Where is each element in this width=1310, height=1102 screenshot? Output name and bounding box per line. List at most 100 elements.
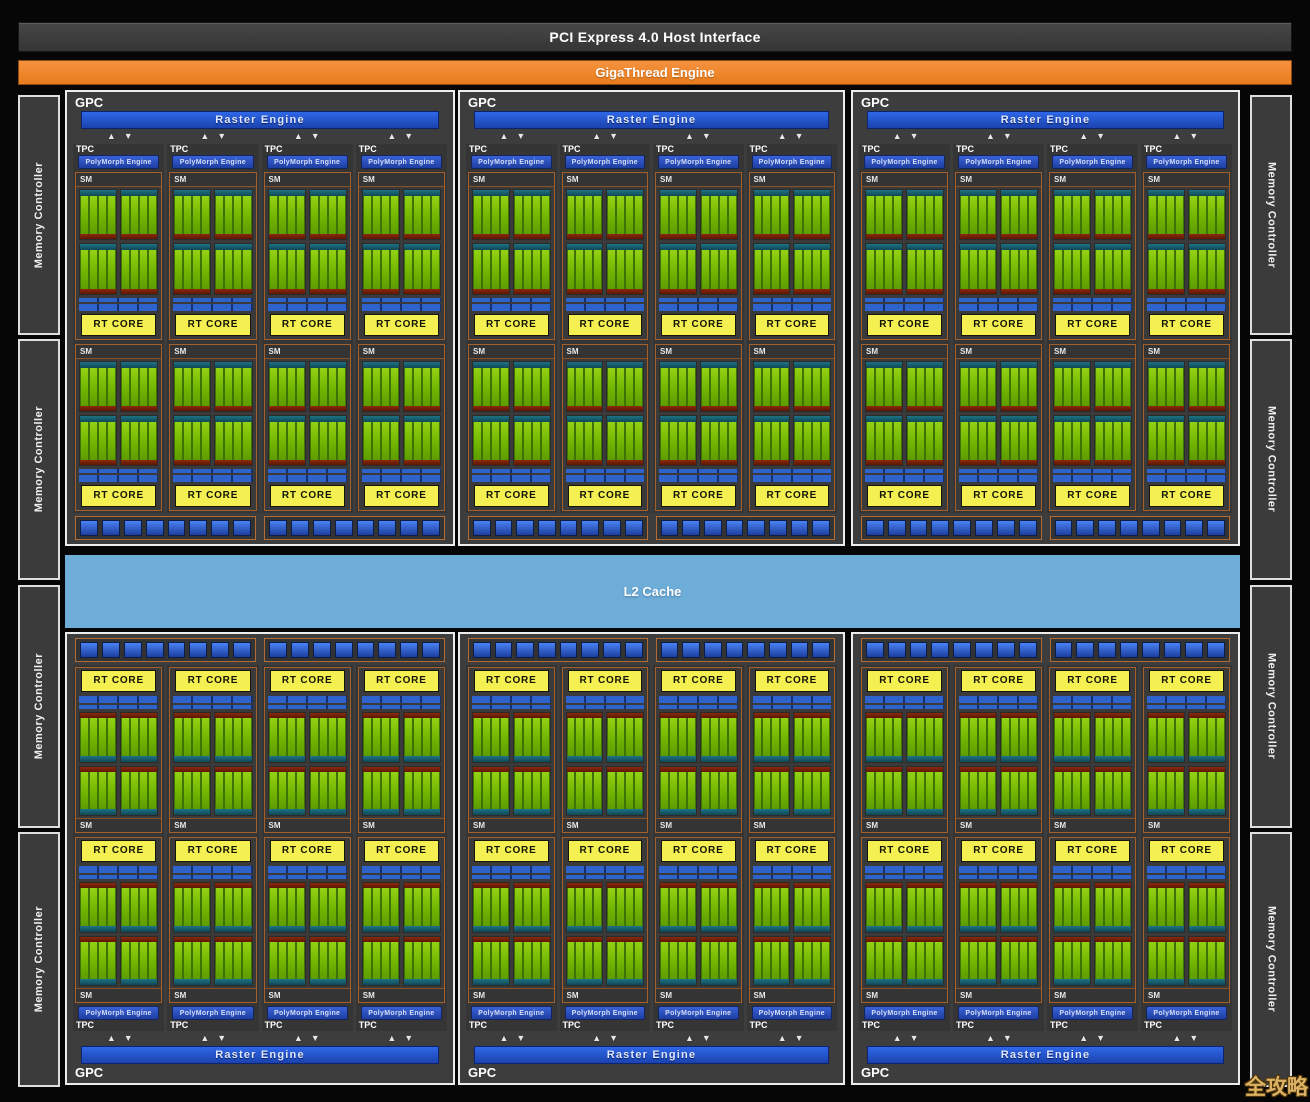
- sm-label: SM: [956, 345, 1041, 359]
- gpc-label: GPC: [73, 94, 447, 111]
- sm-bottom-strip: [363, 289, 399, 294]
- core-bar-array: [866, 942, 902, 980]
- sm-bottom-strip: [607, 234, 643, 239]
- tex-strip-group: [359, 468, 444, 483]
- core-bar: [876, 422, 883, 460]
- core-bar-array: [514, 368, 550, 406]
- core-bar: [988, 772, 995, 810]
- core-bar: [270, 718, 277, 756]
- up-arrow-icon: ▲: [685, 1034, 694, 1043]
- core-bar: [1002, 250, 1009, 288]
- rt-core-bar: RT CORE: [1149, 485, 1224, 507]
- core-partition: [472, 415, 510, 466]
- core-bar: [364, 772, 371, 810]
- core-bar-array: [174, 772, 210, 810]
- core-bar: [635, 422, 642, 460]
- memory-controller-label: Memory Controller: [1266, 906, 1277, 1012]
- core-partition-grid: [469, 710, 554, 818]
- core-bar: [234, 772, 241, 810]
- core-bar: [542, 196, 549, 234]
- up-arrow-icon: ▲: [200, 1034, 209, 1043]
- core-bar-array: [701, 422, 737, 460]
- core-partition: [700, 882, 738, 933]
- tex-unit: [910, 520, 928, 536]
- core-partition: [606, 361, 644, 412]
- core-bar: [1082, 368, 1089, 406]
- l2-cache-bar: L2 Cache: [65, 555, 1240, 628]
- tex-strip: [753, 475, 832, 482]
- core-partition-grid: [170, 880, 255, 988]
- core-bar: [364, 422, 371, 460]
- core-bar: [338, 942, 345, 980]
- core-bar: [288, 718, 295, 756]
- tex-strip: [959, 866, 1038, 873]
- core-bar-array: [1148, 772, 1184, 810]
- core-partition: [513, 361, 551, 412]
- tex-unit-box: [264, 638, 445, 662]
- core-partition: [865, 766, 903, 817]
- core-bar: [568, 772, 575, 810]
- core-bar: [908, 368, 915, 406]
- core-bar-array: [754, 772, 790, 810]
- core-bar-array: [1148, 422, 1184, 460]
- sm-bottom-strip: [660, 234, 696, 239]
- sm-bottom-strip: [866, 406, 902, 411]
- core-bar: [795, 196, 802, 234]
- rt-core-bar: RT CORE: [81, 840, 156, 862]
- core-bar: [1167, 368, 1174, 406]
- core-bar: [876, 250, 883, 288]
- core-bar-array: [1148, 718, 1184, 756]
- core-partition: [79, 243, 117, 294]
- sm-top-strip: [174, 979, 210, 985]
- core-bar: [729, 942, 736, 980]
- core-bar: [99, 422, 106, 460]
- tpc-label: TPC: [1143, 1020, 1230, 1031]
- core-bar: [617, 368, 624, 406]
- sm-top-strip: [907, 926, 943, 932]
- tex-unit: [146, 642, 164, 658]
- core-bar: [804, 942, 811, 980]
- sm-bottom-strip: [794, 289, 830, 294]
- core-bar: [1123, 368, 1130, 406]
- polymorph-engine-bar: PolyMorph Engine: [361, 1006, 442, 1020]
- sm-top-strip: [310, 979, 346, 985]
- sm-bottom-strip: [215, 289, 251, 294]
- tex-unit-row: [861, 638, 1230, 662]
- core-bar: [594, 718, 601, 756]
- tex-strip: [1147, 475, 1226, 482]
- core-bar-array: [310, 772, 346, 810]
- polymorph-engine-bar: PolyMorph Engine: [958, 155, 1039, 169]
- sm-bottom-strip: [754, 234, 790, 239]
- sm-top-strip: [607, 809, 643, 815]
- core-partition: [173, 766, 211, 817]
- core-bar: [679, 772, 686, 810]
- core-bar-array: [1001, 250, 1037, 288]
- core-bar: [474, 422, 481, 460]
- core-bar-array: [269, 772, 305, 810]
- up-arrow-icon: ▲: [387, 1034, 396, 1043]
- core-bar: [1190, 888, 1197, 926]
- core-bar-array: [174, 942, 210, 980]
- core-bar: [720, 718, 727, 756]
- memory-controller-label: Memory Controller: [34, 653, 45, 759]
- core-bar: [1105, 718, 1112, 756]
- up-arrow-icon: ▲: [200, 132, 209, 141]
- core-bar: [711, 250, 718, 288]
- core-bar: [1020, 772, 1027, 810]
- core-bar: [99, 718, 106, 756]
- core-bar-array: [660, 196, 696, 234]
- rt-core-bar: RT CORE: [961, 314, 1036, 336]
- sm-top-strip: [701, 926, 737, 932]
- core-bar: [781, 888, 788, 926]
- core-bar: [270, 422, 277, 460]
- core-bar: [626, 888, 633, 926]
- core-partition: [1000, 189, 1038, 240]
- tex-strip-group: [956, 468, 1041, 483]
- tex-strip-group: [76, 865, 161, 880]
- down-arrow-icon: ▼: [124, 132, 133, 141]
- core-partition: [566, 243, 604, 294]
- sm-bottom-strip: [1148, 234, 1184, 239]
- core-bar: [364, 718, 371, 756]
- arrow-pair: ▲▼: [859, 1031, 952, 1046]
- core-bar: [729, 196, 736, 234]
